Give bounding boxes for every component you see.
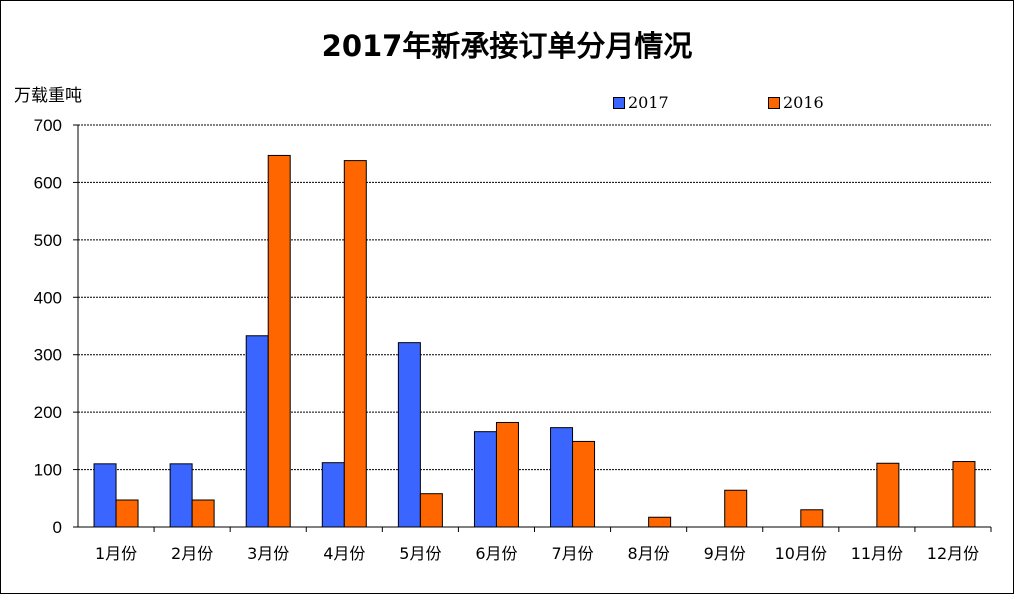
legend-label-2016: 2016 (783, 93, 824, 112)
x-tick-label: 10月份 (775, 544, 827, 563)
bar-2016-5 (419, 493, 443, 528)
y-tick-label: 400 (34, 288, 62, 307)
legend-item-2016: 2016 (768, 93, 824, 112)
x-tick-label: 4月份 (323, 544, 365, 563)
bar-2016-2 (191, 499, 215, 528)
x-tick-label: 1月份 (95, 544, 137, 563)
bar-2016-9 (724, 489, 748, 528)
y-tick-label: 0 (53, 518, 62, 537)
legend-swatch-2016 (768, 96, 780, 109)
y-axis-label: 万载重吨 (14, 86, 82, 106)
legend-swatch-2017 (613, 96, 625, 109)
bar-2016-8 (648, 516, 672, 528)
bar-2016-1 (115, 499, 139, 528)
x-tick-label: 3月份 (247, 544, 289, 563)
bar-2016-7 (572, 440, 596, 528)
bar-2016-3 (267, 154, 291, 528)
bar-2017-3 (245, 335, 269, 528)
bar-2016-12 (952, 461, 976, 528)
bar-2016-6 (495, 421, 519, 528)
bar-2017-4 (321, 462, 345, 528)
y-tick-label: 700 (34, 116, 62, 135)
x-tick-label: 5月份 (399, 544, 441, 563)
bar-2017-7 (550, 427, 574, 528)
x-tick-label: 11月份 (851, 544, 903, 563)
y-tick-label: 300 (34, 346, 62, 365)
bar-2016-11 (876, 462, 900, 528)
chart-title: 2017年新承接订单分月情况 (321, 29, 693, 63)
y-tick-label: 500 (34, 231, 62, 250)
bar-2017-2 (169, 463, 193, 528)
x-tick-label: 9月份 (704, 544, 746, 563)
y-tick-label: 600 (34, 173, 62, 192)
bar-2017-6 (473, 431, 497, 528)
x-tick-label: 2月份 (171, 544, 213, 563)
x-tick-label: 6月份 (475, 544, 517, 563)
y-tick-label: 100 (34, 461, 62, 480)
bar-2017-5 (397, 342, 421, 528)
legend-label-2017: 2017 (628, 93, 669, 112)
bar-2016-10 (800, 509, 824, 528)
legend-item-2017: 2017 (613, 93, 669, 112)
y-tick-label: 200 (34, 403, 62, 422)
x-tick-label: 12月份 (927, 544, 979, 563)
bar-2017-1 (93, 463, 117, 528)
bar-2016-4 (343, 160, 367, 528)
x-tick-label: 7月份 (551, 544, 593, 563)
x-tick-label: 8月份 (628, 544, 670, 563)
